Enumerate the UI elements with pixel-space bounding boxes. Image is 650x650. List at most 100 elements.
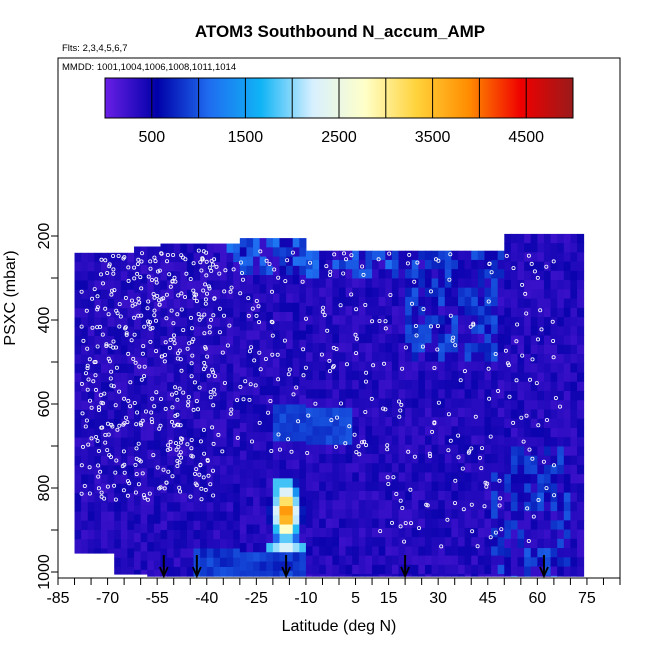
heatmap-cell bbox=[272, 265, 280, 276]
observation-marker bbox=[152, 255, 157, 260]
observation-marker bbox=[536, 497, 541, 502]
heatmap-cell bbox=[477, 343, 485, 353]
heatmap-cell bbox=[530, 492, 538, 503]
heatmap-cell bbox=[167, 456, 175, 466]
heatmap-cell bbox=[266, 478, 274, 489]
heatmap-cell bbox=[431, 287, 439, 298]
observation-marker bbox=[221, 313, 226, 318]
heatmap-cell bbox=[226, 446, 234, 457]
heatmap-cell bbox=[120, 502, 128, 513]
colorbar-ticks: 500 1500 2500 3500 4500 bbox=[138, 78, 544, 146]
heatmap-cell bbox=[398, 555, 406, 566]
heatmap-cell bbox=[339, 370, 347, 381]
observation-marker bbox=[117, 302, 122, 307]
observation-marker bbox=[135, 410, 140, 415]
heatmap-cell bbox=[411, 250, 419, 261]
heatmap-cell bbox=[286, 256, 294, 267]
heatmap-cell bbox=[173, 299, 181, 309]
heatmap-cell bbox=[147, 542, 155, 552]
heatmap-cell bbox=[372, 574, 380, 577]
heatmap-cell bbox=[81, 474, 89, 485]
heatmap-cell bbox=[444, 435, 452, 446]
heatmap-cell bbox=[524, 418, 532, 429]
heatmap-cell bbox=[458, 343, 466, 353]
heatmap-cell bbox=[292, 413, 300, 424]
heatmap-cell bbox=[431, 269, 439, 279]
heatmap-cell bbox=[81, 428, 89, 439]
heatmap-cell bbox=[219, 335, 228, 346]
observation-marker bbox=[408, 521, 413, 526]
heatmap-cell bbox=[484, 398, 492, 409]
heatmap-cell bbox=[497, 352, 505, 363]
observation-marker bbox=[129, 298, 134, 303]
heatmap-cell bbox=[114, 391, 122, 402]
heatmap-cell bbox=[206, 363, 214, 374]
heatmap-cell bbox=[186, 317, 195, 328]
heatmap-cell bbox=[219, 252, 228, 263]
heatmap-cell bbox=[312, 407, 320, 418]
heatmap-cell bbox=[444, 380, 452, 390]
y-tick-label: 600 bbox=[36, 391, 53, 418]
observation-marker bbox=[134, 456, 139, 461]
heatmap-cell bbox=[312, 435, 320, 446]
observation-marker bbox=[135, 271, 140, 276]
heatmap-cell bbox=[424, 407, 433, 418]
heatmap-cell bbox=[74, 382, 82, 392]
observation-marker bbox=[496, 388, 501, 393]
heatmap-cell bbox=[391, 564, 399, 575]
heatmap-cell bbox=[325, 278, 333, 289]
heatmap-cell bbox=[484, 546, 492, 557]
heatmap-cell bbox=[339, 343, 347, 353]
observation-marker bbox=[550, 319, 555, 324]
observation-marker bbox=[81, 444, 86, 449]
heatmap-cell bbox=[213, 299, 221, 309]
heatmap-cell bbox=[358, 278, 366, 289]
heatmap-cell bbox=[352, 435, 360, 446]
heatmap-cell bbox=[279, 413, 287, 424]
heatmap-cell bbox=[411, 435, 419, 446]
heatmap-cell bbox=[504, 335, 512, 346]
heatmap-cell bbox=[114, 326, 122, 337]
heatmap-cell bbox=[471, 278, 479, 289]
heatmap-cell bbox=[378, 527, 386, 538]
heatmap-cell bbox=[233, 548, 241, 559]
heatmap-cell bbox=[292, 561, 300, 572]
observation-marker bbox=[415, 260, 420, 265]
heatmap-cell bbox=[120, 382, 128, 392]
heatmap-cell bbox=[405, 250, 413, 261]
heatmap-cell bbox=[378, 509, 386, 520]
x-tick-label: 60 bbox=[528, 590, 546, 607]
heatmap-cell bbox=[325, 250, 333, 261]
heatmap-cell bbox=[173, 566, 181, 577]
observation-marker bbox=[153, 318, 158, 323]
heatmap-cell bbox=[418, 269, 426, 279]
heatmap-cell bbox=[458, 537, 466, 547]
heatmap-cell bbox=[147, 514, 155, 525]
heatmap-cell bbox=[259, 478, 267, 489]
heatmap-cell bbox=[570, 511, 578, 521]
heatmap-cell bbox=[497, 426, 505, 436]
heatmap-cell bbox=[365, 518, 373, 529]
heatmap-cell bbox=[312, 296, 320, 307]
heatmap-cell bbox=[140, 357, 148, 368]
heatmap-cell bbox=[160, 530, 168, 540]
heatmap-cell bbox=[530, 261, 538, 272]
heatmap-cell bbox=[286, 404, 294, 415]
heatmap-cell bbox=[550, 326, 558, 337]
heatmap-cell bbox=[266, 404, 274, 415]
heatmap-cell bbox=[398, 463, 406, 473]
heatmap-cell bbox=[497, 361, 505, 372]
heatmap-cell bbox=[517, 409, 525, 420]
heatmap-cell bbox=[497, 250, 505, 261]
observation-marker bbox=[252, 358, 257, 363]
heatmap-cell bbox=[219, 419, 228, 429]
heatmap-cell bbox=[411, 407, 419, 418]
heatmap-cell bbox=[464, 472, 472, 483]
heatmap-cell bbox=[372, 453, 380, 464]
heatmap-cell bbox=[345, 287, 353, 298]
heatmap-cell bbox=[358, 361, 366, 372]
observation-marker bbox=[174, 447, 179, 452]
heatmap-cell bbox=[451, 574, 459, 577]
heatmap-cell bbox=[405, 306, 413, 316]
